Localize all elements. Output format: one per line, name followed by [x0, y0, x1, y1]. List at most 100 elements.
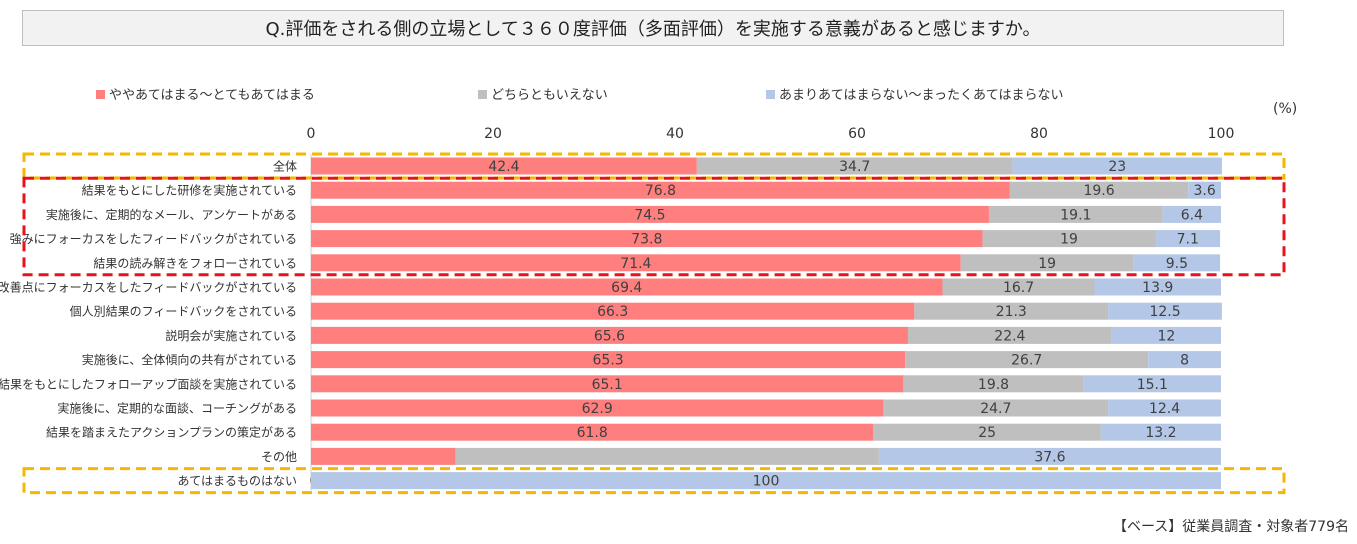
data-label: 19: [1060, 232, 1078, 248]
data-label: 61.8: [577, 425, 608, 441]
category-label: 結果の読み解きをフォローされている: [93, 255, 297, 270]
x-tick-label: 40: [666, 126, 684, 142]
data-label: 65.3: [593, 353, 624, 369]
data-label: 3.6: [1193, 183, 1215, 199]
category-label: 結果を踏まえたアクションプランの策定がある: [46, 425, 297, 440]
data-label: 65.6: [594, 328, 625, 344]
category-label: その他: [261, 450, 297, 464]
bar-segment: [311, 205, 989, 223]
category-label: 実施後に、定期的なメール、アンケートがある: [46, 207, 297, 222]
category-label: 結果をもとにしたフォローアップ面談を実施されている: [0, 376, 297, 391]
bar-segment: [982, 230, 1156, 248]
bar-segment: [1083, 375, 1221, 393]
data-label: 19.8: [978, 377, 1009, 393]
bar-segment: [1108, 399, 1221, 417]
bar-segment: [1012, 157, 1222, 175]
data-label: 6.4: [1181, 207, 1203, 223]
bar-segment: [311, 157, 697, 175]
data-label: 23: [1108, 159, 1126, 175]
bar-segment: [873, 423, 1101, 441]
legend-label: どちらともいえない: [491, 88, 608, 103]
bar-segment: [988, 205, 1163, 223]
data-label: 21.3: [996, 304, 1027, 320]
bar-segment: [311, 399, 884, 417]
bar-segment: [696, 157, 1013, 175]
bar-segment: [1111, 326, 1221, 344]
category-label: 改善点にフォーカスをしたフィードバックがされている: [0, 280, 297, 295]
x-tick-label: 20: [484, 126, 502, 142]
bar-segment: [311, 278, 943, 296]
data-label: 22.4: [994, 328, 1025, 344]
data-label: 69.4: [611, 280, 642, 296]
category-label: あてはまるものはない: [177, 474, 297, 488]
data-label: 12.5: [1149, 304, 1180, 320]
data-label: 19.1: [1060, 207, 1091, 223]
data-label: 74.5: [634, 207, 665, 223]
bar-segment: [883, 399, 1109, 417]
data-label: 71.4: [620, 256, 651, 272]
bar-segment: [1094, 278, 1221, 296]
bar-segment: [311, 423, 874, 441]
legend-label: ややあてはまる～とてもあてはまる: [109, 88, 315, 103]
x-tick-label: 0: [307, 126, 316, 142]
data-label: 13.9: [1142, 280, 1173, 296]
chart-title: Q.評価をされる側の立場として３６０度評価（多面評価）を実施する意義があると感じ…: [22, 10, 1284, 46]
bar-segment: [1009, 181, 1189, 199]
bar-segment: [1162, 205, 1221, 223]
bar-segment: [907, 326, 1112, 344]
bar-segment: [311, 375, 904, 393]
legend-swatch: [96, 90, 105, 99]
data-label: 76.8: [645, 183, 676, 199]
bar-segment: [311, 254, 961, 272]
data-label: 12.4: [1149, 401, 1180, 417]
bar-segment: [311, 447, 456, 465]
data-label: 34.7: [839, 159, 870, 175]
data-label: 16.7: [1003, 280, 1034, 296]
data-label: 13.2: [1145, 425, 1176, 441]
highlight-box: [22, 467, 1286, 495]
data-label: 7.1: [1177, 232, 1199, 248]
bar-segment: [1148, 351, 1221, 369]
bar-segment: [1133, 254, 1221, 272]
bar-segment: [1100, 423, 1221, 441]
category-label: 個人別結果のフィードバックをされている: [70, 305, 297, 319]
bar-segment: [903, 375, 1084, 393]
data-label: 8: [1180, 353, 1189, 369]
data-label: 9.5: [1166, 256, 1188, 272]
bar-segment: [311, 472, 1221, 490]
data-label: 65.1: [592, 377, 623, 393]
data-label: 26.7: [1011, 353, 1042, 369]
data-label: 100: [753, 474, 780, 490]
bar-segment: [311, 302, 915, 320]
legend-label: あまりあてはまらない～まったくあてはまらない: [779, 88, 1063, 103]
x-tick-label: 100: [1208, 126, 1235, 142]
bar-segment: [905, 351, 1149, 369]
unit-label: (%): [1273, 101, 1297, 117]
data-label: 42.4: [488, 159, 519, 175]
data-label: 37.6: [1034, 449, 1065, 465]
category-label: 結果をもとにした研修を実施されている: [82, 183, 297, 198]
bar-segment: [1155, 230, 1221, 248]
bar-segment: [1108, 302, 1222, 320]
data-label: 15.1: [1137, 377, 1168, 393]
chart-title-text: Q.評価をされる側の立場として３６０度評価（多面評価）を実施する意義があると感じ…: [265, 19, 1041, 40]
bar-segment: [960, 254, 1134, 272]
data-label: 62.9: [582, 401, 613, 417]
bar-segment: [311, 351, 906, 369]
legend-swatch: [478, 90, 487, 99]
data-label: 66.3: [597, 304, 628, 320]
data-label: 19: [1038, 256, 1056, 272]
category-label: 説明会が実施されている: [165, 328, 297, 343]
bar-segment: [914, 302, 1109, 320]
source-note: 【ベース】従業員調査・対象者779名: [1112, 519, 1349, 535]
data-label: 12: [1157, 328, 1175, 344]
data-label: 24.7: [980, 401, 1011, 417]
x-tick-label: 80: [1030, 126, 1048, 142]
data-label: 73.8: [631, 232, 662, 248]
category-label: 全体: [273, 159, 297, 174]
bar-segment: [311, 181, 1010, 199]
category-label: 実施後に、定期的な面談、コーチングがある: [57, 401, 297, 416]
bar-segment: [455, 447, 879, 465]
legend-swatch: [766, 90, 775, 99]
highlight-box: [22, 176, 1286, 277]
